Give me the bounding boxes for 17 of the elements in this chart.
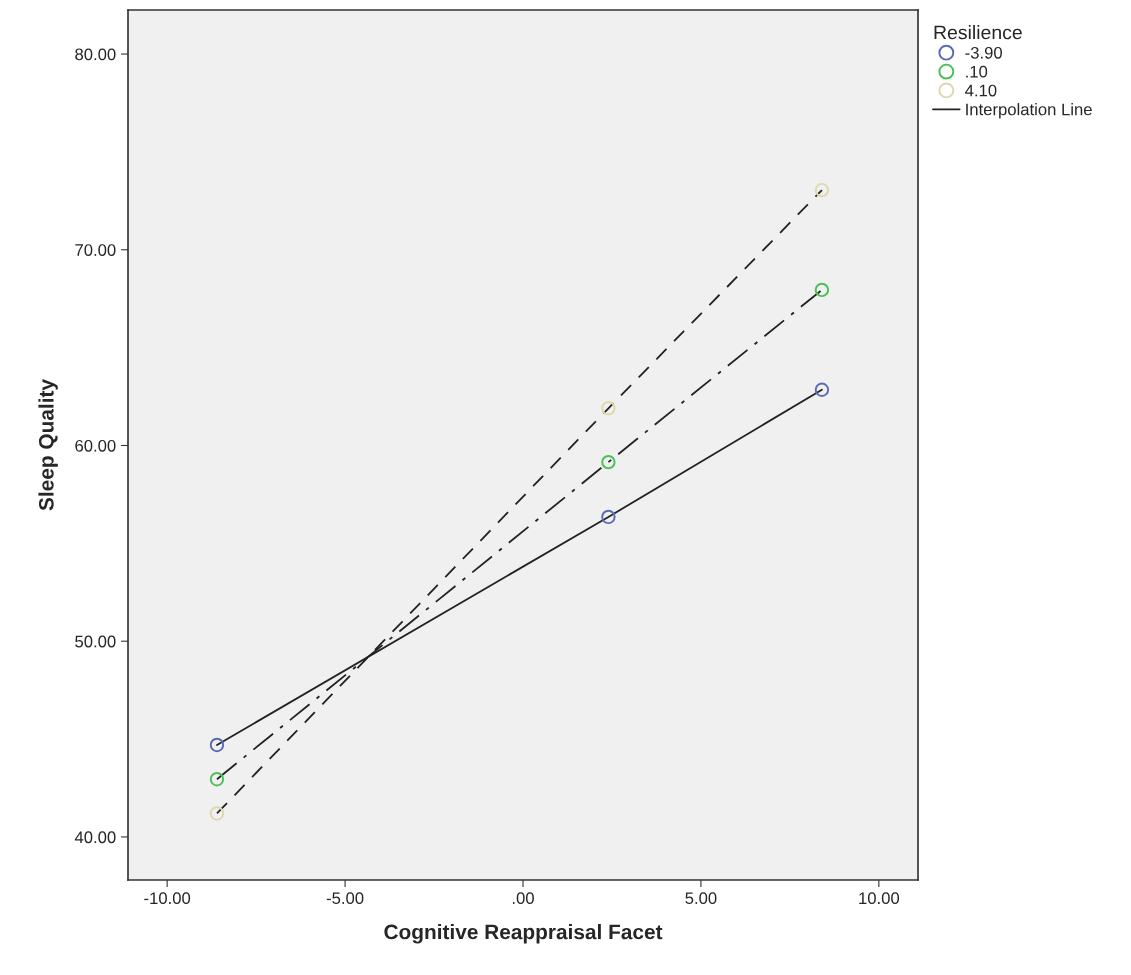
x-tick-label: .00 xyxy=(512,892,534,905)
y-tick-label: 40.00 xyxy=(74,831,116,844)
x-tick-label: 10.00 xyxy=(859,892,900,905)
y-tick-label: 60.00 xyxy=(75,439,116,452)
x-tick-label: -5.00 xyxy=(326,892,364,905)
y-tick-label: 50.00 xyxy=(75,635,116,648)
y-tick-label: 80.00 xyxy=(75,48,116,61)
legend-label: -3.90 xyxy=(965,46,1002,59)
x-tick-label: 5.00 xyxy=(685,892,717,905)
legend-label: .10 xyxy=(966,65,988,78)
y-axis-title: Sleep Quality xyxy=(38,379,58,511)
text: Interpolation Line xyxy=(966,103,1092,119)
legend-title: Resilience xyxy=(934,25,1022,40)
legend-label: 4.10 xyxy=(965,84,997,97)
x-tick-label: -10.00 xyxy=(144,892,191,905)
y-tick-label: 70.00 xyxy=(75,244,116,256)
x-axis-title: Cognitive Reappraisal Facet xyxy=(384,924,663,944)
